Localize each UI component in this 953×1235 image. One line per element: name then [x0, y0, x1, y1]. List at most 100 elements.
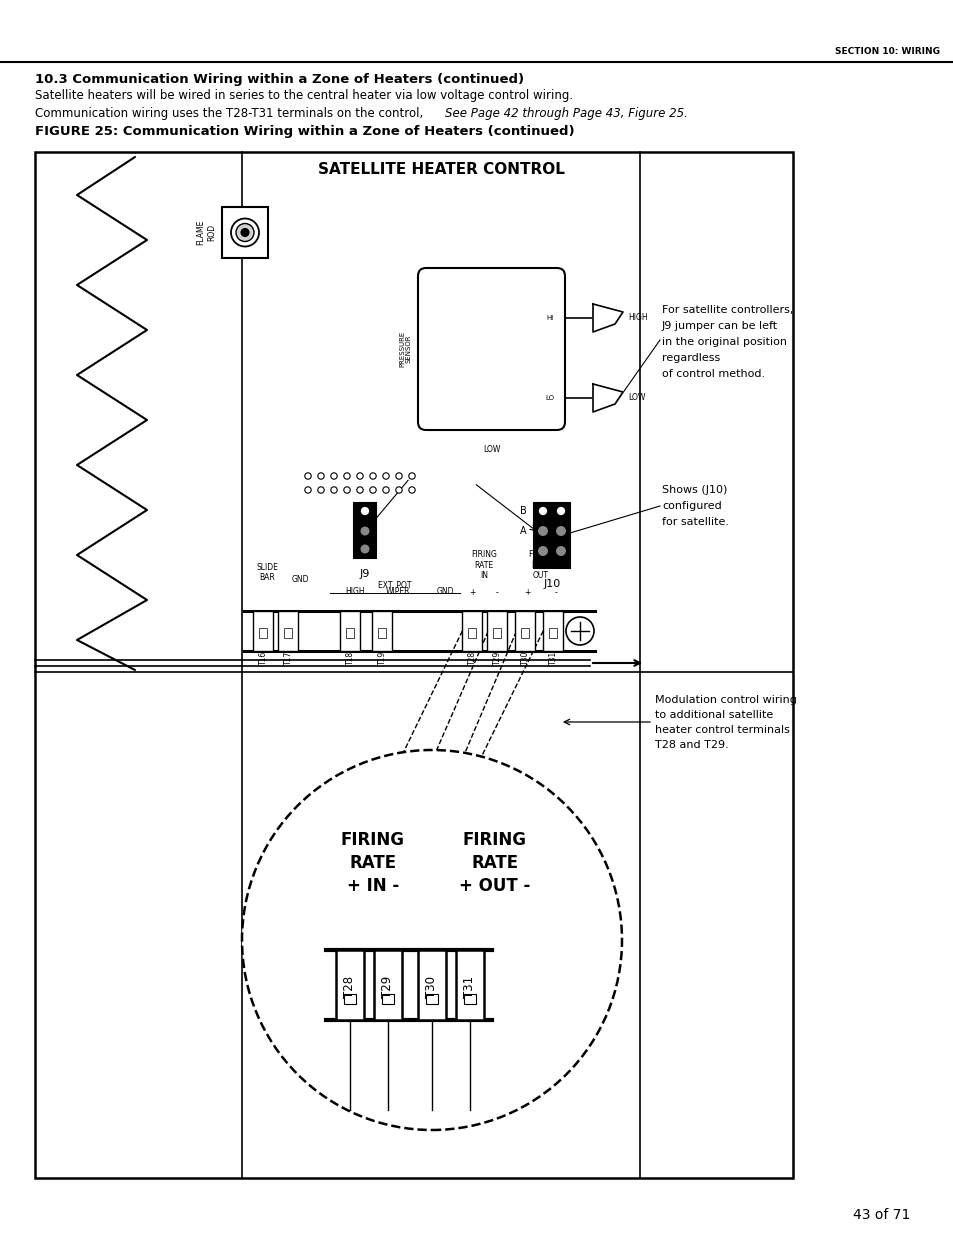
Bar — [253, 611, 273, 651]
Circle shape — [556, 506, 565, 516]
Circle shape — [370, 473, 375, 479]
Text: LOW: LOW — [627, 394, 644, 403]
Text: + OUT -: + OUT - — [458, 877, 530, 895]
FancyBboxPatch shape — [417, 268, 564, 430]
Text: of control method.: of control method. — [661, 369, 764, 379]
Text: J10: J10 — [543, 579, 560, 589]
Text: SATELLITE HEATER CONTROL: SATELLITE HEATER CONTROL — [317, 163, 564, 178]
Text: T31: T31 — [463, 976, 476, 998]
Bar — [461, 611, 481, 651]
Text: LO: LO — [545, 395, 554, 401]
Circle shape — [370, 487, 375, 493]
Text: T28: T28 — [343, 976, 356, 998]
Text: + IN -: + IN - — [347, 877, 398, 895]
Text: T18: T18 — [345, 651, 355, 666]
Text: Shows (J10): Shows (J10) — [661, 485, 726, 495]
Text: See Page 42 through Page 43, Figure 25.: See Page 42 through Page 43, Figure 25. — [444, 106, 687, 120]
Circle shape — [360, 545, 369, 553]
Text: T28: T28 — [467, 651, 476, 666]
Circle shape — [556, 546, 565, 556]
Bar — [417, 950, 446, 1020]
Text: Satellite heaters will be wired in series to the central heater via low voltage : Satellite heaters will be wired in serie… — [35, 89, 573, 103]
Text: T29: T29 — [381, 976, 395, 998]
Circle shape — [317, 473, 324, 479]
Text: T30: T30 — [520, 651, 529, 666]
Text: B: B — [519, 506, 526, 516]
Circle shape — [360, 526, 369, 536]
Circle shape — [343, 487, 350, 493]
Circle shape — [331, 473, 336, 479]
Text: SECTION 10: WIRING: SECTION 10: WIRING — [834, 47, 939, 57]
Bar — [520, 629, 529, 638]
Text: T19: T19 — [377, 651, 386, 666]
Circle shape — [359, 506, 370, 516]
Bar — [284, 629, 292, 638]
Text: FIRING: FIRING — [340, 831, 405, 848]
Text: For satellite controllers,: For satellite controllers, — [661, 305, 793, 315]
Bar — [486, 611, 506, 651]
Text: HI: HI — [546, 315, 553, 321]
Text: J9: J9 — [359, 569, 370, 579]
Text: J9 jumper can be left: J9 jumper can be left — [661, 321, 778, 331]
Text: Modulation control wiring: Modulation control wiring — [655, 695, 796, 705]
Text: Communication wiring uses the T28-T31 terminals on the control,: Communication wiring uses the T28-T31 te… — [35, 106, 427, 120]
Circle shape — [356, 473, 363, 479]
Text: EXT. POT: EXT. POT — [377, 580, 412, 590]
Circle shape — [343, 473, 350, 479]
Text: T28 and T29.: T28 and T29. — [655, 740, 728, 750]
Bar — [456, 950, 483, 1020]
Text: for satellite.: for satellite. — [661, 517, 728, 527]
Circle shape — [395, 473, 402, 479]
Circle shape — [409, 473, 415, 479]
Bar — [381, 994, 394, 1004]
Bar — [344, 994, 355, 1004]
Text: RATE: RATE — [349, 853, 396, 872]
Text: heater control terminals: heater control terminals — [655, 725, 789, 735]
Bar — [426, 994, 437, 1004]
Text: configured: configured — [661, 501, 721, 511]
Bar — [222, 207, 268, 258]
Text: HIGH: HIGH — [345, 587, 364, 597]
Polygon shape — [593, 384, 622, 412]
Circle shape — [304, 487, 311, 493]
Circle shape — [304, 473, 311, 479]
Circle shape — [537, 526, 547, 536]
Text: 10.3 Communication Wiring within a Zone of Heaters (continued): 10.3 Communication Wiring within a Zone … — [35, 73, 523, 85]
Bar — [339, 611, 359, 651]
Circle shape — [331, 487, 336, 493]
Circle shape — [537, 506, 547, 516]
Circle shape — [382, 473, 389, 479]
Bar — [374, 950, 401, 1020]
Bar — [354, 503, 375, 558]
Circle shape — [395, 487, 402, 493]
Circle shape — [356, 487, 363, 493]
Text: in the original position: in the original position — [661, 337, 786, 347]
Text: 43 of 71: 43 of 71 — [852, 1208, 909, 1221]
Text: T16: T16 — [258, 651, 267, 666]
Text: FIRING
RATE
IN: FIRING RATE IN — [471, 551, 497, 580]
Text: +: + — [468, 588, 475, 597]
Bar — [346, 629, 354, 638]
Circle shape — [241, 228, 249, 236]
Circle shape — [537, 546, 547, 556]
Text: LOW: LOW — [482, 446, 499, 454]
Circle shape — [231, 219, 258, 247]
Bar — [534, 503, 569, 568]
Text: HIGH: HIGH — [627, 314, 647, 322]
Text: T30: T30 — [425, 976, 438, 998]
Bar — [463, 994, 476, 1004]
Text: T29: T29 — [492, 651, 501, 666]
Bar — [515, 611, 535, 651]
Bar — [372, 611, 392, 651]
Bar — [258, 629, 267, 638]
Text: GND: GND — [436, 587, 454, 597]
Bar — [548, 629, 557, 638]
Text: FIGURE 25: Communication Wiring within a Zone of Heaters (continued): FIGURE 25: Communication Wiring within a… — [35, 126, 574, 138]
Text: T17: T17 — [283, 651, 293, 666]
Text: RATE: RATE — [471, 853, 518, 872]
Text: T31: T31 — [548, 651, 557, 666]
Circle shape — [235, 224, 253, 242]
Circle shape — [382, 487, 389, 493]
Text: A: A — [519, 526, 526, 536]
Text: to additional satellite: to additional satellite — [655, 710, 773, 720]
